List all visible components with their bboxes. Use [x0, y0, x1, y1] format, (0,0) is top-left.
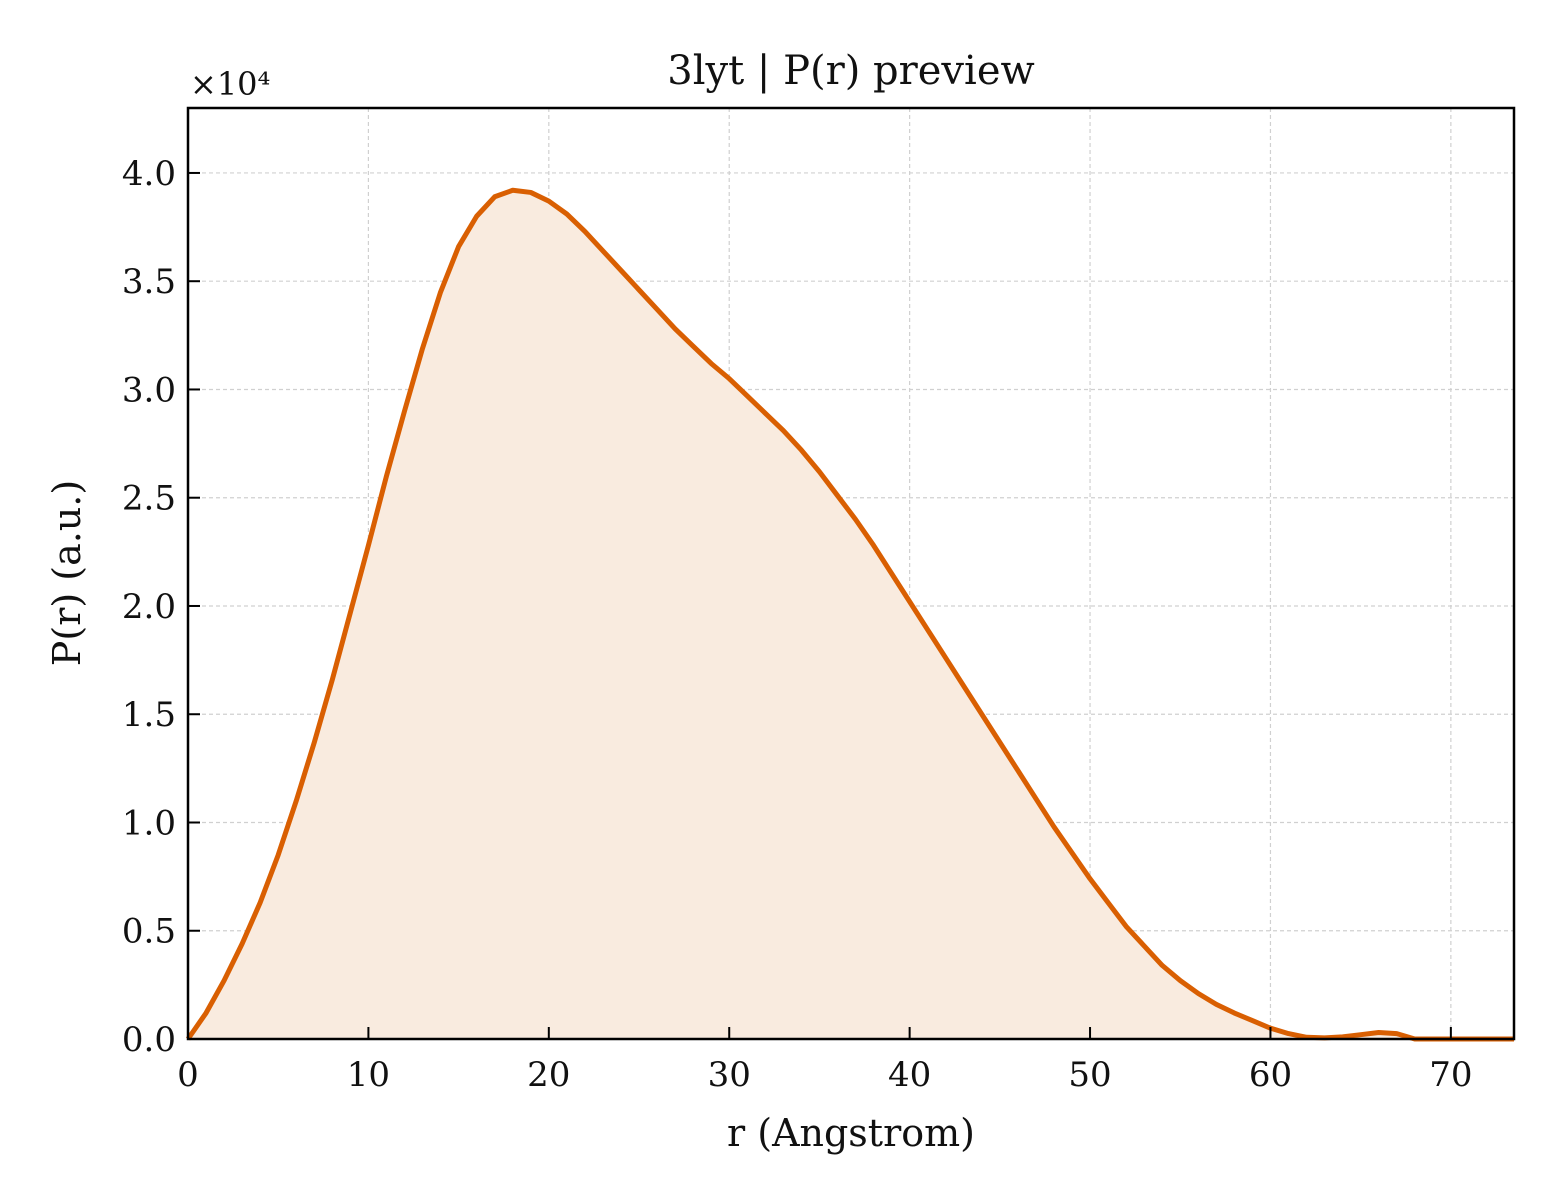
x-axis-label: r (Angstrom): [727, 1111, 975, 1155]
y-tick-label-8: 4.0: [122, 154, 176, 194]
axis-ticks: 0 10 20 30 40 50 60 70 0.0 0.5 1.0 1.5 2.0 2.5 3.0 3.5 4…: [122, 154, 1473, 1095]
pr-area-fill: [188, 190, 1514, 1039]
y-tick-label-5: 2.5: [122, 479, 176, 519]
x-tick-label-1: 10: [347, 1055, 390, 1095]
chart-title: 3lyt | P(r) preview: [667, 48, 1034, 94]
y-axis-label: P(r) (a.u.): [45, 480, 89, 666]
y-tick-label-3: 1.5: [122, 695, 176, 735]
x-tick-label-3: 30: [708, 1055, 751, 1095]
y-tick-label-0: 0.0: [122, 1020, 176, 1060]
y-tick-label-1: 0.5: [122, 912, 176, 952]
x-tick-label-0: 0: [177, 1055, 199, 1095]
pr-series-line: [185, 187, 1514, 1042]
x-tick-label-6: 60: [1249, 1055, 1292, 1095]
y-tick-label-4: 2.0: [122, 587, 176, 627]
plot-frame: [186, 106, 1516, 1041]
y-tick-label-2: 1.0: [122, 803, 176, 843]
y-tick-label-7: 3.5: [122, 262, 176, 302]
x-tick-label-5: 50: [1068, 1055, 1111, 1095]
x-tick-label-4: 40: [888, 1055, 931, 1095]
y-tick-label-6: 3.0: [122, 370, 176, 410]
y-axis-multiplier: ×10⁴: [190, 65, 270, 103]
x-tick-label-7: 70: [1429, 1055, 1472, 1095]
x-tick-label-2: 20: [527, 1055, 570, 1095]
